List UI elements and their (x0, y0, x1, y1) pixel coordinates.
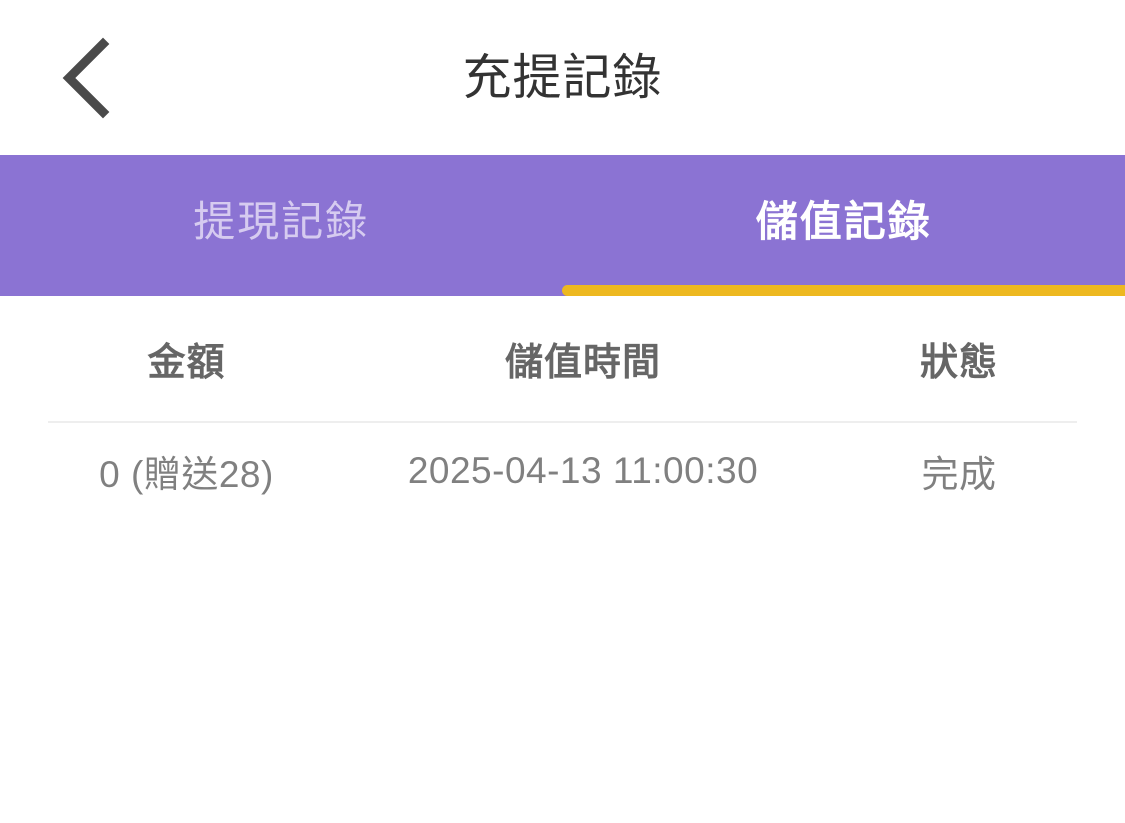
tab-bar: 提現記錄 儲值記錄 (0, 155, 1125, 296)
table-header-amount: 金額 (0, 331, 373, 386)
cell-time: 2025-04-13 11:00:30 (373, 450, 793, 492)
cell-status: 完成 (793, 444, 1125, 498)
tab-deposit-records-label: 儲值記錄 (755, 198, 932, 246)
records-table: 金額 儲值時間 狀態 0 (贈送28) 2025-04-13 11:00:30 … (0, 296, 1125, 823)
tab-deposit-records[interactable]: 儲值記錄 (563, 155, 1125, 296)
tab-withdrawal-records-label: 提現記錄 (193, 198, 370, 246)
status-badge: 完成 (921, 454, 997, 495)
page-title: 充提記錄 (462, 50, 663, 105)
table-header-divider (48, 421, 1077, 423)
tab-withdrawal-records[interactable]: 提現記錄 (0, 155, 563, 296)
back-button[interactable] (30, 23, 140, 133)
table-header-time-label: 儲值時間 (504, 342, 661, 384)
table-header-amount-label: 金額 (147, 342, 226, 384)
chevron-left-icon (59, 37, 111, 119)
table-row[interactable]: 0 (贈送28) 2025-04-13 11:00:30 完成 (0, 423, 1125, 519)
cell-time-value: 2025-04-13 11:00:30 (407, 450, 759, 491)
table-header-row: 金額 儲值時間 狀態 (0, 296, 1125, 421)
cell-amount-value: 0 (贈送28) (99, 454, 274, 495)
cell-amount: 0 (贈送28) (0, 444, 373, 498)
table-header-status-label: 狀態 (919, 342, 998, 384)
active-tab-indicator (562, 285, 1125, 296)
navbar: 充提記錄 (0, 0, 1125, 155)
table-header-status: 狀態 (793, 331, 1125, 386)
table-header-time: 儲值時間 (373, 331, 793, 386)
